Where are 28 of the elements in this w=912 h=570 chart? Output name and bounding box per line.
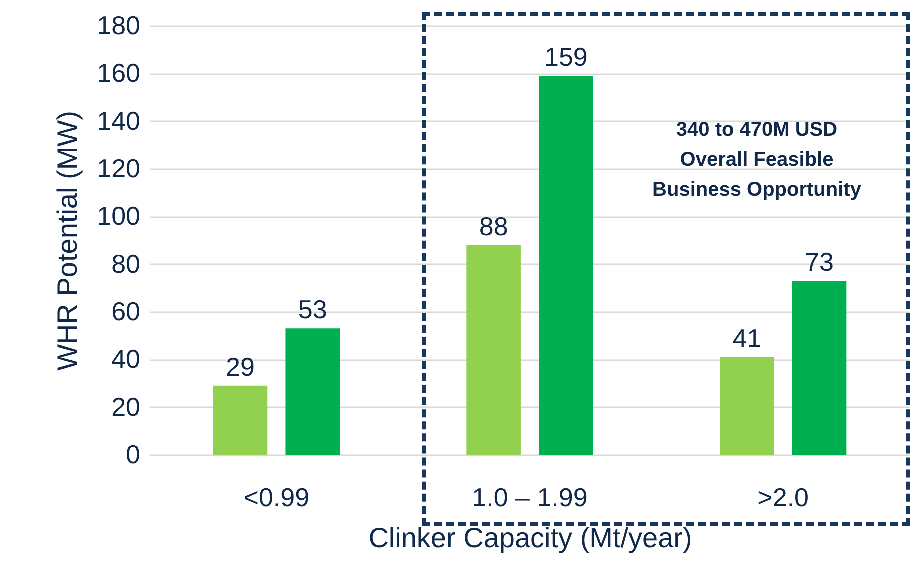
- y-axis-title: WHR Potential (MW): [52, 111, 84, 371]
- x-tick-label: <0.99: [244, 482, 310, 512]
- bar: [466, 245, 521, 455]
- annotation: 340 to 470M USD Overall Feasible Business Opportunity: [652, 119, 862, 201]
- y-tick-label: 100: [97, 201, 140, 232]
- data-label: 53: [298, 294, 328, 325]
- y-tick-label: 180: [97, 10, 140, 40]
- data-label: 73: [805, 247, 834, 278]
- y-tick-label: 0: [126, 440, 140, 470]
- x-axis-title: Clinker Capacity (Mt/year): [368, 522, 692, 554]
- bar: [792, 281, 847, 455]
- y-tick-label: 80: [112, 248, 140, 279]
- bar: [720, 357, 774, 455]
- data-label: 88: [479, 211, 508, 242]
- bar: [286, 328, 340, 455]
- y-tick-label: 120: [97, 154, 140, 184]
- bar: [213, 386, 268, 455]
- y-tick-label: 140: [97, 106, 140, 136]
- data-label: 159: [544, 42, 588, 72]
- x-tick-label: >2.0: [758, 482, 809, 512]
- y-tick-label: 160: [97, 58, 140, 88]
- y-tick-label: 60: [112, 296, 140, 326]
- data-label: 29: [226, 352, 255, 382]
- x-tick-label: 1.0 – 1.99: [472, 482, 588, 512]
- data-label: 41: [732, 323, 762, 354]
- bar: [539, 76, 594, 455]
- y-tick-label: 40: [112, 344, 140, 374]
- y-tick-label: 20: [112, 392, 140, 422]
